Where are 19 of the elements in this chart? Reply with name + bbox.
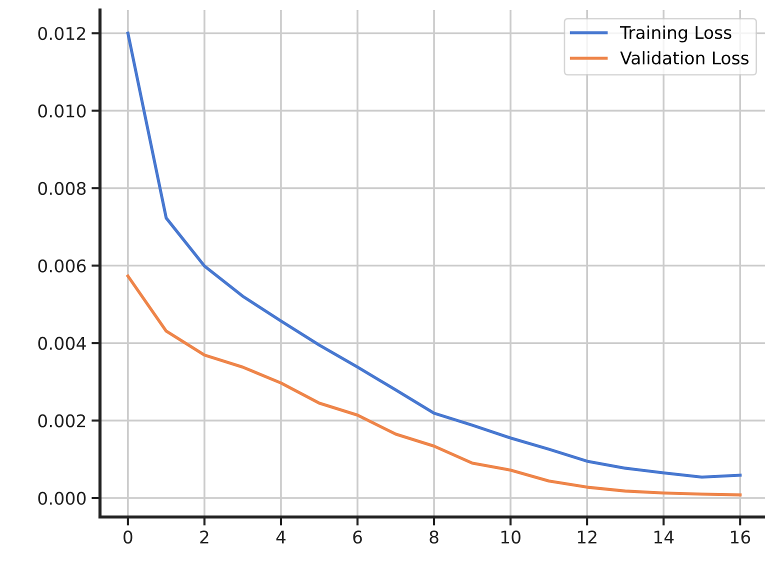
- y-tick-label: 0.008: [38, 182, 86, 196]
- y-tick-label: 0.012: [38, 26, 86, 40]
- y-tick-label: 0.010: [38, 104, 86, 118]
- x-tick-label: 12: [578, 530, 596, 544]
- legend-label: Validation Loss: [620, 51, 749, 65]
- legend-label: Training Loss: [620, 26, 732, 42]
- x-tick-label: 10: [501, 530, 520, 544]
- x-tick-label: 14: [654, 530, 674, 544]
- x-tick-label: 8: [430, 530, 438, 544]
- x-tick-label: 16: [730, 530, 750, 544]
- y-tick-label: 0.002: [38, 414, 86, 428]
- x-tick-label: 6: [353, 530, 362, 544]
- x-tick-label: 0: [124, 530, 132, 544]
- y-tick-label: 0.006: [38, 259, 86, 272]
- y-tick-label: 0.000: [38, 492, 86, 505]
- x-tick-label: 2: [200, 530, 208, 544]
- line-series: [126, 274, 742, 496]
- y-tick-label: 0.004: [38, 336, 86, 350]
- x-tick-label: 4: [276, 530, 286, 544]
